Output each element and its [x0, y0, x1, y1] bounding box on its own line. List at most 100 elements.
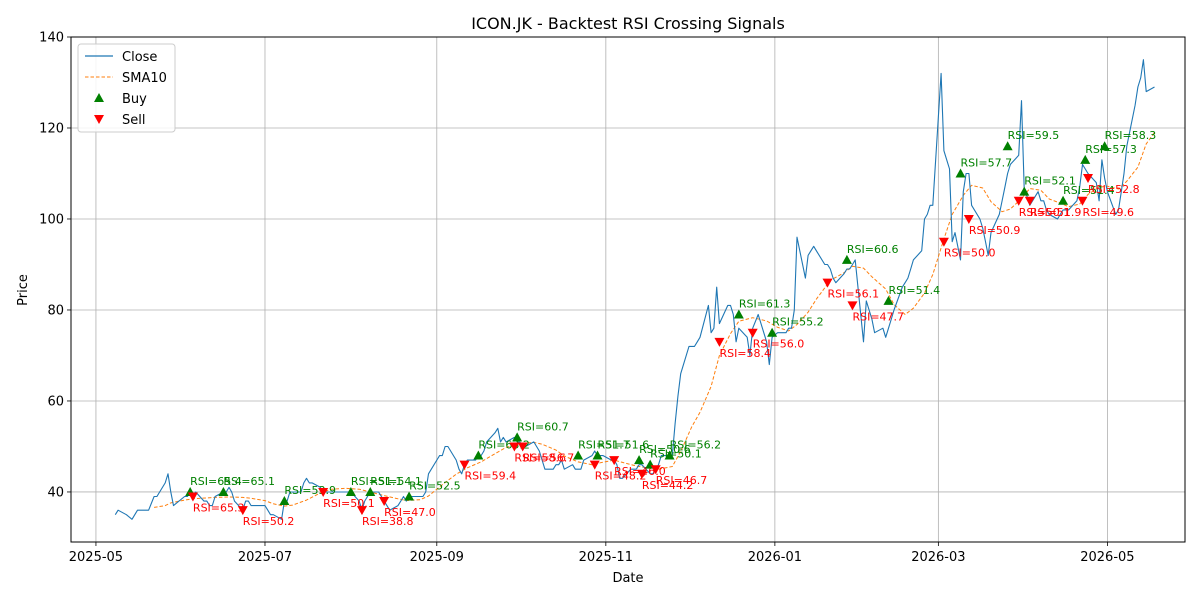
- buy-rsi-label: RSI=55.2: [772, 316, 824, 329]
- buy-marker: [1002, 141, 1013, 151]
- sell-rsi-label: RSI=51.9: [1030, 206, 1082, 219]
- buy-rsi-label: RSI=65.1: [223, 475, 275, 488]
- buy-rsi-label: RSI=51.4: [888, 284, 940, 297]
- x-axis: 2025-05 2025-07 2025-09 2025-11 2026-01 2026-…: [69, 542, 1135, 565]
- legend-label: Buy: [122, 92, 147, 107]
- buy-rsi-label: RSI=50.1: [650, 448, 702, 461]
- buy-marker: [634, 455, 645, 465]
- buy-rsi-label: RSI=60.7: [517, 420, 569, 433]
- sell-marker: [963, 214, 974, 224]
- sell-marker: [938, 237, 949, 247]
- buy-marker: [573, 450, 584, 460]
- x-tick-label: 2026-01: [748, 550, 802, 565]
- buy-rsi-label: RSI=61.3: [739, 298, 791, 311]
- sma10-line: [154, 132, 1155, 508]
- sell-rsi-label: RSI=48.2: [595, 470, 647, 483]
- buy-rsi-label: RSI=50.6: [639, 443, 691, 456]
- buy-rsi-label: RSI=52.1: [1024, 175, 1076, 188]
- x-tick-label: 2025-09: [410, 550, 464, 565]
- sell-marker: [237, 506, 248, 516]
- legend: Close SMA10 Buy Sell: [77, 43, 176, 133]
- buy-marker: [955, 168, 966, 178]
- sell-rsi-label: RSI=47.0: [384, 506, 436, 519]
- legend-label: SMA10: [122, 71, 167, 86]
- buy-marker: [1099, 141, 1110, 151]
- sell-rsi-label: RSI=50.1: [323, 497, 375, 510]
- legend-swatch-buy: [94, 93, 104, 102]
- buy-marker: [404, 491, 415, 501]
- sell-marker: [609, 456, 620, 466]
- chart-title: ICON.JK - Backtest RSI Crossing Signals: [471, 14, 785, 33]
- sell-rsi-label: RSI=59.4: [465, 470, 517, 483]
- close-line: [114, 59, 1155, 520]
- sell-marker: [1077, 196, 1088, 206]
- sell-rsi-label: RSI=50.9: [969, 224, 1021, 237]
- sell-marker: [356, 506, 367, 516]
- sell-marker: [714, 337, 725, 347]
- sell-marker: [1024, 196, 1035, 206]
- x-tick-label: 2026-05: [1080, 550, 1134, 565]
- sell-marker: [379, 497, 390, 507]
- sell-rsi-label: RSI=50.1: [1019, 206, 1071, 219]
- y-tick-label: 100: [39, 212, 64, 227]
- buy-marker: [733, 309, 744, 319]
- sell-marker: [822, 278, 833, 288]
- legend-label: Sell: [122, 113, 145, 128]
- y-axis-label: Price: [16, 274, 31, 306]
- buy-marker: [1058, 195, 1069, 205]
- sell-marker: [847, 301, 858, 311]
- sell-rsi-label: RSI=46.7: [656, 474, 708, 487]
- buy-rsi-label: RSI=57.7: [961, 156, 1013, 169]
- buy-marker: [512, 432, 523, 442]
- buy-rsi-label: RSI=54.1: [370, 475, 422, 488]
- buy-marker: [883, 295, 894, 305]
- x-tick-label: 2025-11: [579, 550, 633, 565]
- buy-rsi-label: RSI=52.5: [409, 480, 461, 493]
- buy-rsi-label: RSI=63.2: [478, 439, 530, 452]
- sell-marker: [1013, 196, 1024, 206]
- buy-marker: [664, 450, 675, 460]
- sell-marker: [517, 442, 528, 452]
- sell-rsi-label: RSI=38.8: [362, 515, 414, 528]
- sell-rsi-label: RSI=65.3: [193, 502, 245, 515]
- sell-rsi-label: RSI=44.2: [642, 479, 694, 492]
- plot-frame: [70, 36, 1186, 543]
- buy-marker: [365, 486, 376, 496]
- sell-rsi-label: RSI=47.7: [852, 310, 904, 323]
- sell-rsi-label: RSI=56.0: [753, 338, 805, 351]
- sell-rsi-label: RSI=58.6: [514, 451, 566, 464]
- sell-marker: [1083, 174, 1094, 184]
- sell-marker: [509, 442, 520, 452]
- y-tick-label: 80: [47, 303, 64, 318]
- close-series: [114, 59, 1155, 520]
- buy-marker: [345, 486, 356, 496]
- sell-rsi-label: RSI=50.2: [243, 515, 295, 528]
- sma-series: [154, 132, 1155, 508]
- sell-marker: [459, 460, 470, 470]
- buy-marker: [1080, 154, 1091, 164]
- sell-rsi-label: RSI=49.6: [1082, 206, 1134, 219]
- buy-rsi-label: RSI=57.3: [1085, 143, 1137, 156]
- signal-markers: RSI=65.4 RSI=65.3 RSI=65.1 RSI=50.2 RSI=53.9…: [185, 129, 1156, 528]
- buy-rsi-label: RSI=58.3: [1105, 129, 1157, 142]
- sell-marker: [747, 328, 758, 338]
- sell-rsi-label: RSI=56.1: [828, 288, 880, 301]
- buy-rsi-label: RSI=56.2: [670, 439, 722, 452]
- y-tick-label: 140: [39, 31, 64, 46]
- sell-marker: [589, 460, 600, 470]
- buy-rsi-label: RSI=59.5: [1008, 129, 1060, 142]
- buy-marker: [218, 486, 229, 496]
- y-axis: 40 60 80 100 120 140: [39, 31, 71, 500]
- sell-rsi-label: RSI=50.0: [944, 247, 996, 260]
- buy-marker: [473, 450, 484, 460]
- y-tick-label: 60: [47, 394, 64, 409]
- legend-swatch-sell: [94, 115, 104, 124]
- buy-rsi-label: RSI=51.4: [1063, 184, 1115, 197]
- buy-rsi-label: RSI=51.1: [351, 475, 403, 488]
- buy-marker: [841, 254, 852, 264]
- sell-marker: [318, 487, 329, 497]
- buy-marker: [279, 496, 290, 506]
- sell-marker: [650, 465, 661, 475]
- legend-box: [77, 43, 176, 133]
